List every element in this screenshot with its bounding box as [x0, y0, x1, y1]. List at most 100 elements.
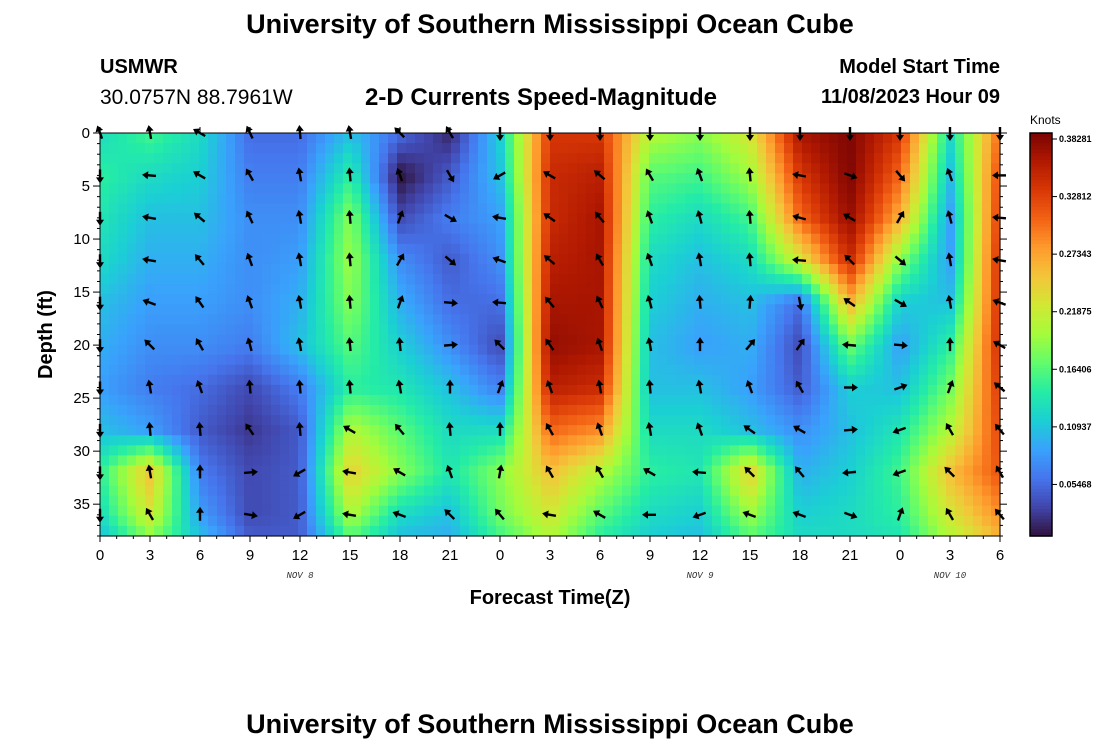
heatmap-cell: [208, 153, 218, 164]
heatmap-cell: [955, 193, 965, 205]
heatmap-cell: [541, 394, 551, 406]
heatmap-cell: [235, 334, 245, 346]
heatmap-cell: [199, 233, 209, 245]
heatmap-cell: [802, 193, 812, 205]
heatmap-cell: [307, 233, 317, 245]
x-tick-label: 9: [246, 547, 254, 564]
heatmap-cell: [775, 394, 785, 406]
heatmap-cell: [703, 354, 713, 366]
heatmap-cell: [766, 294, 776, 305]
heatmap-cell: [721, 223, 731, 235]
heatmap-cell: [649, 183, 659, 195]
heatmap-cell: [136, 253, 146, 265]
heatmap-cell: [532, 143, 542, 154]
heatmap-cell: [829, 475, 839, 487]
heatmap-cell: [820, 344, 830, 356]
heatmap-cell: [919, 213, 929, 225]
heatmap-cell: [739, 133, 749, 144]
heatmap-cell: [892, 354, 902, 366]
heatmap-cell: [676, 133, 686, 144]
heatmap-cell: [640, 274, 650, 285]
heatmap-cell: [316, 284, 326, 295]
heatmap-cell: [622, 384, 632, 396]
arrow-shaft: [796, 173, 807, 178]
heatmap-cell: [694, 465, 704, 477]
heatmap-cell: [640, 425, 650, 436]
heatmap-cell: [127, 284, 137, 295]
heatmap-cell: [415, 223, 425, 235]
heatmap-cell: [496, 294, 506, 305]
heatmap-cell: [109, 284, 119, 295]
heatmap-cell: [910, 374, 920, 386]
heatmap-cell: [784, 354, 794, 366]
heatmap-cell: [163, 203, 173, 215]
heatmap-cell: [478, 223, 488, 235]
heatmap-cell: [559, 203, 569, 215]
heatmap-cell: [172, 405, 182, 416]
heatmap-cell: [703, 193, 713, 205]
heatmap-cell: [649, 324, 659, 336]
heatmap-cell: [928, 354, 938, 366]
heatmap-cell: [379, 314, 389, 326]
heatmap-cell: [154, 384, 164, 396]
heatmap-cell: [577, 203, 587, 215]
current-arrow: [195, 296, 205, 309]
heatmap-cell: [280, 143, 290, 154]
heatmap-cell: [361, 223, 371, 235]
heatmap-cell: [676, 334, 686, 346]
arrow-shaft: [896, 469, 907, 475]
heatmap-cell: [352, 183, 362, 195]
heatmap-cell: [235, 213, 245, 225]
arrow-shaft: [546, 257, 556, 266]
heatmap-cell: [811, 515, 821, 527]
heatmap-cell: [307, 475, 317, 487]
heatmap-cell: [838, 344, 848, 356]
heatmap-cell: [469, 465, 479, 477]
heatmap-cell: [874, 304, 884, 315]
heatmap-cell: [469, 505, 479, 517]
heatmap-cell: [883, 384, 893, 396]
heatmap-cell: [802, 495, 812, 507]
heatmap-cell: [613, 223, 623, 235]
heatmap-cell: [559, 344, 569, 356]
heatmap-cell: [379, 223, 389, 235]
heatmap-cell: [181, 274, 191, 285]
heatmap-cell: [739, 525, 749, 537]
heatmap-cell: [847, 384, 857, 396]
heatmap-cell: [838, 173, 848, 184]
heatmap-cell: [667, 294, 677, 305]
heatmap-cell: [730, 223, 740, 235]
heatmap-cell: [406, 435, 416, 446]
heatmap-cell: [559, 263, 569, 275]
current-arrow: [293, 468, 306, 477]
heatmap-cell: [577, 223, 587, 235]
heatmap-cell: [163, 334, 173, 346]
heatmap-cell: [388, 455, 398, 467]
heatmap-cell: [343, 435, 353, 446]
heatmap-cell: [865, 384, 875, 396]
heatmap-cell: [433, 445, 443, 456]
heatmap-cell: [649, 465, 659, 477]
heatmap-cell: [685, 334, 695, 346]
heatmap-cell: [982, 394, 992, 406]
heatmap-cell: [604, 314, 614, 326]
heatmap-cell: [865, 324, 875, 336]
heatmap-cell: [316, 354, 326, 366]
heatmap-cell: [892, 435, 902, 446]
arrow-head: [393, 467, 401, 475]
heatmap-cell: [406, 203, 416, 215]
heatmap-cell: [919, 173, 929, 184]
heatmap-cell: [271, 394, 281, 406]
heatmap-cell: [127, 163, 137, 174]
heatmap-cell: [838, 384, 848, 396]
heatmap-cell: [703, 223, 713, 235]
heatmap-cell: [424, 243, 434, 255]
heatmap-cell: [280, 354, 290, 366]
heatmap-cell: [748, 284, 758, 295]
heatmap-cell: [100, 334, 110, 346]
heatmap-cell: [946, 525, 956, 537]
heatmap-cell: [559, 243, 569, 255]
heatmap-cell: [631, 133, 641, 144]
heatmap-cell: [388, 344, 398, 356]
heatmap-cell: [955, 445, 965, 456]
